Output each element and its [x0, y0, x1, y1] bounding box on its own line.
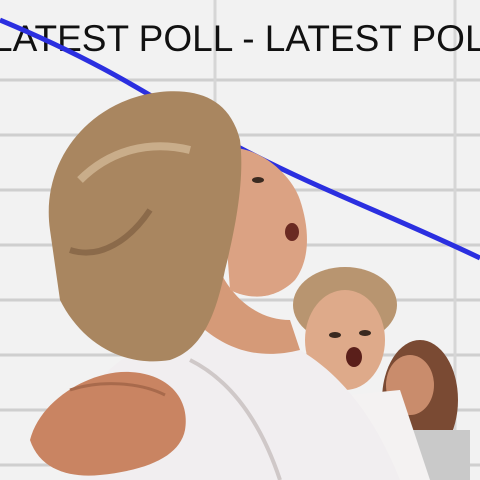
latest-poll-ticker: LATEST POLL - LATEST POLL - LATEST POLL [0, 18, 480, 59]
main-figure [30, 91, 400, 480]
